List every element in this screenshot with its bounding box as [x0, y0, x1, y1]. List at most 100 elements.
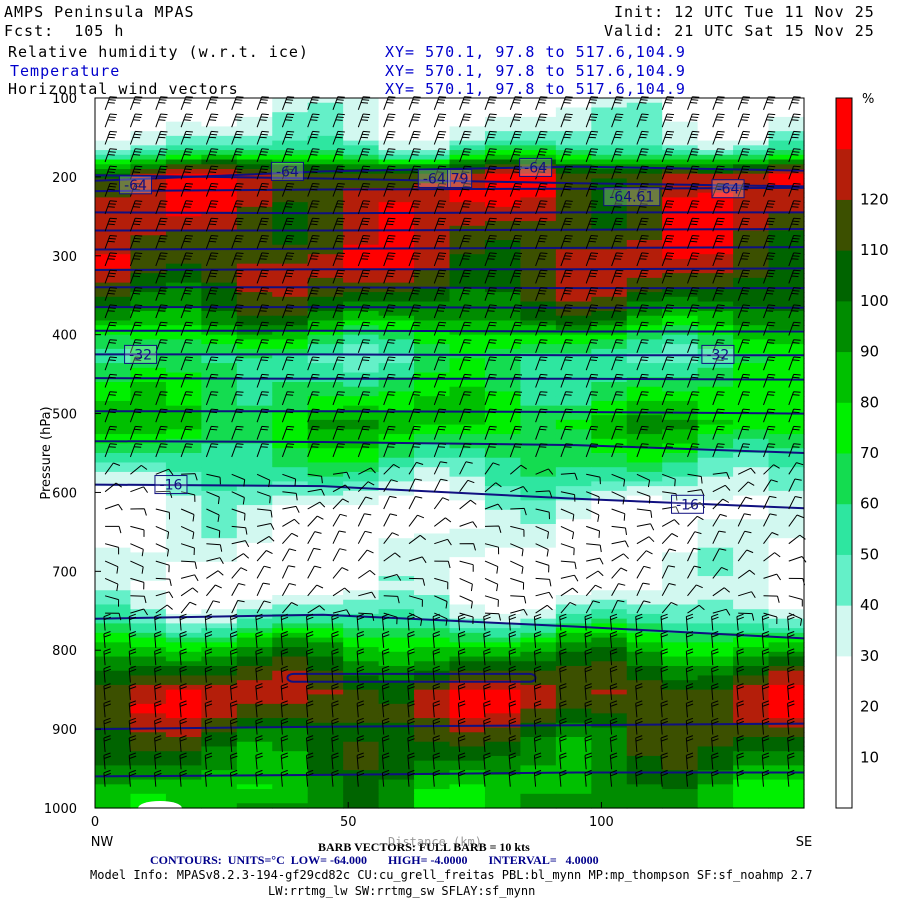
rh-cell: [591, 178, 628, 184]
rh-cell: [626, 329, 663, 336]
rh-cell: [236, 240, 273, 246]
rh-cell: [95, 296, 132, 303]
rh-cell: [591, 457, 628, 464]
rh-cell: [343, 453, 380, 459]
rh-cell: [343, 287, 380, 293]
rh-cell: [378, 325, 415, 331]
rh-cell: [768, 405, 805, 411]
rh-cell: [555, 505, 592, 511]
wind-barb: [408, 339, 421, 353]
wind-barb: [584, 700, 593, 718]
rh-cell: [449, 542, 486, 549]
wind-barb: [661, 148, 675, 163]
rh-cell: [733, 457, 770, 464]
rh-cell: [484, 760, 521, 766]
wind-barb: [509, 200, 523, 215]
wind-barb: [307, 584, 324, 597]
rh-cell: [95, 424, 132, 430]
rh-cell: [626, 206, 663, 213]
wind-barb: [636, 600, 651, 614]
x-end-label-left: NW: [91, 835, 114, 850]
rh-cell: [378, 609, 415, 615]
rh-cell: [591, 718, 628, 724]
rh-cell: [449, 150, 486, 156]
rh-cell: [733, 694, 770, 700]
rh-cell: [449, 798, 486, 804]
rh-cell: [520, 334, 557, 340]
rh-cell: [130, 183, 167, 189]
wind-barb: [508, 683, 517, 700]
rh-cell: [733, 471, 770, 478]
rh-cell: [272, 628, 309, 634]
rh-cell: [626, 400, 663, 407]
wind-barb: [535, 543, 549, 557]
rh-cell: [662, 486, 699, 492]
wind-barb: [383, 513, 398, 527]
rh-cell: [236, 268, 273, 274]
rh-cell: [378, 339, 415, 345]
rh-cell: [95, 107, 132, 113]
rh-cell: [555, 311, 592, 317]
rh-cell: [768, 206, 805, 213]
rh-cell: [697, 154, 734, 161]
rh-cell: [626, 112, 663, 118]
rh-cell: [201, 694, 238, 700]
rh-cell: [201, 784, 238, 790]
wind-barb: [585, 96, 599, 110]
rh-cell: [130, 453, 167, 459]
wind-barb: [383, 165, 396, 180]
rh-cell: [414, 396, 451, 402]
rh-cell: [697, 268, 734, 274]
wind-barb: [256, 217, 269, 232]
rh-cell: [591, 467, 628, 473]
rh-cell: [520, 509, 557, 516]
wind-barb: [381, 631, 390, 648]
rh-cell: [272, 116, 309, 123]
rh-cell: [307, 732, 344, 738]
wind-barb: [661, 113, 675, 128]
rh-cell: [201, 590, 238, 596]
rh-cell: [165, 580, 202, 587]
rh-cell: [414, 590, 451, 596]
rh-cell: [449, 429, 486, 435]
rh-cell: [378, 755, 415, 762]
wind-barb: [761, 631, 770, 648]
rh-cell: [343, 774, 380, 781]
rh-cell: [272, 514, 309, 520]
rh-cell: [95, 509, 132, 516]
rh-cell: [484, 325, 521, 331]
wind-barb: [737, 373, 750, 388]
wind-barb: [432, 631, 441, 648]
rh-cell: [236, 471, 273, 478]
rh-cell: [307, 145, 344, 151]
wind-barb: [407, 665, 415, 683]
wind-barb: [104, 269, 117, 284]
rh-cell: [697, 405, 734, 411]
rh-cell: [95, 206, 132, 213]
wind-barb: [179, 752, 187, 770]
rh-cell: [484, 737, 521, 743]
wind-barb: [788, 462, 804, 475]
wind-barb: [205, 252, 219, 267]
wind-barb: [560, 525, 575, 540]
rh-cell: [555, 258, 592, 265]
rh-cell: [626, 178, 663, 184]
rh-cell: [662, 514, 699, 520]
rh-cell: [201, 576, 238, 582]
rh-cell: [591, 386, 628, 393]
rh-cell: [201, 169, 238, 175]
rh-cell: [201, 353, 238, 359]
rh-cell: [130, 528, 167, 535]
rh-cell: [414, 453, 451, 459]
rh-cell: [733, 306, 770, 312]
rh-cell: [555, 292, 592, 298]
wind-barb: [712, 96, 725, 110]
rh-cell: [236, 254, 273, 260]
wind-barb: [736, 717, 744, 735]
rh-cell: [414, 306, 451, 312]
wind-barb: [383, 96, 396, 110]
rh-cell: [378, 192, 415, 198]
wind-barb: [204, 752, 213, 770]
wind-barb: [611, 252, 624, 267]
rh-cell: [201, 457, 238, 464]
